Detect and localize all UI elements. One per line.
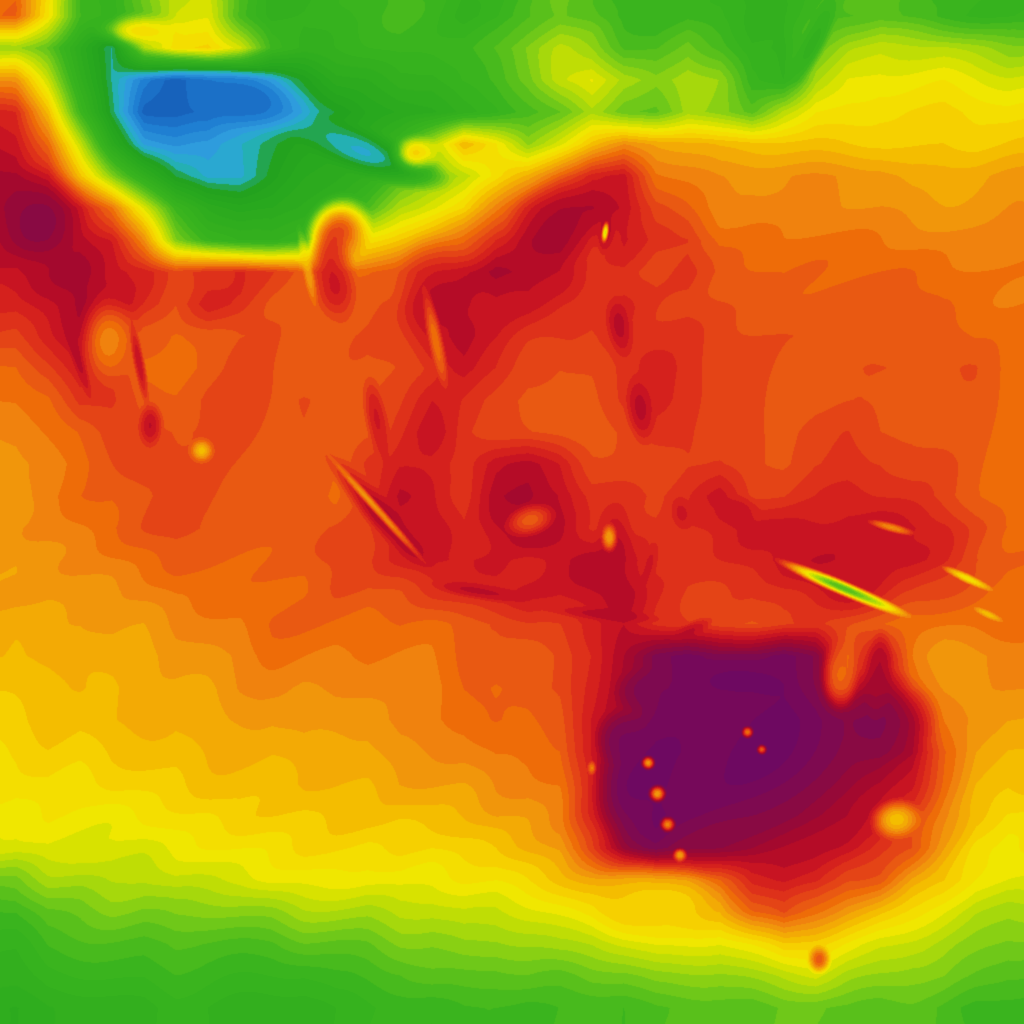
temperature-heatmap-canvas[interactable] bbox=[0, 0, 1024, 1024]
temperature-map-viewport bbox=[0, 0, 1024, 1024]
